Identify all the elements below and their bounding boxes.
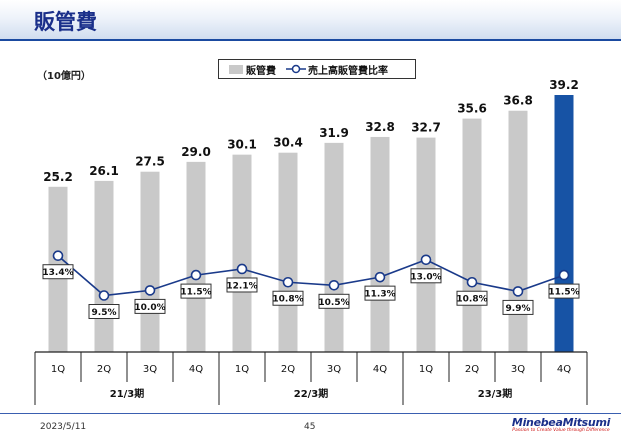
ratio-point-2 — [98, 290, 110, 301]
title-divider — [0, 39, 621, 41]
x-tick-label-9: 1Q — [419, 364, 433, 375]
footer-date: 2023/5/11 — [40, 422, 87, 432]
bar-value-label-11: 36.8 — [503, 94, 533, 108]
chart-legend: 販管費 売上高販管費比率 — [218, 59, 416, 79]
x-tick-label-11: 3Q — [511, 364, 525, 375]
bar-3 — [140, 171, 160, 352]
ratio-label-11: 9.9% — [506, 304, 531, 314]
x-tick-label-6: 2Q — [281, 364, 295, 375]
bar-value-label-5: 30.1 — [227, 138, 257, 152]
unit-label: （10億円） — [37, 71, 91, 82]
ratio-label-box-8 — [364, 285, 396, 301]
ratio-point-6 — [282, 276, 294, 288]
ratio-label-box-7 — [318, 293, 350, 309]
bar-value-label-9: 32.7 — [411, 121, 441, 135]
x-group-label-2: 22/3期 — [294, 387, 329, 400]
x-tick-label-4: 4Q — [189, 364, 203, 375]
ratio-label-box-11 — [502, 299, 534, 315]
x-tick-label-2: 2Q — [97, 364, 111, 375]
ratio-point-9 — [420, 254, 432, 266]
ratio-label-9: 13.0% — [410, 272, 441, 282]
ratio-label-3: 10.0% — [134, 303, 165, 313]
ratio-point-5 — [236, 263, 248, 275]
x-tick-label-7: 3Q — [327, 364, 341, 375]
ratio-label-box-1 — [42, 264, 74, 280]
x-group-label-1: 21/3期 — [110, 387, 145, 400]
legend-item-bar: 販管費 — [229, 62, 276, 77]
page-number: 45 — [304, 422, 316, 432]
bar-value-label-8: 32.8 — [365, 120, 395, 134]
ratio-label-box-5 — [226, 277, 258, 293]
ratio-label-box-12 — [548, 283, 580, 299]
x-tick-label-10: 2Q — [465, 364, 479, 375]
ratio-point-10 — [466, 276, 478, 288]
ratio-label-box-10 — [456, 290, 488, 306]
bar-value-label-2: 26.1 — [89, 164, 119, 178]
ratio-label-box-6 — [272, 290, 304, 306]
legend-bar-label: 販管費 — [246, 65, 276, 77]
bar-value-label-10: 35.6 — [457, 102, 487, 116]
bar-5 — [232, 154, 252, 352]
legend-line-swatch — [286, 64, 306, 74]
ratio-label-box-2 — [88, 304, 120, 319]
ratio-label-6: 10.8% — [272, 295, 303, 305]
bar-2 — [94, 180, 114, 352]
ratio-point-8 — [374, 271, 386, 283]
company-logo: MinebeaMitsumi Passion to Create Value t… — [507, 416, 615, 433]
legend-line-label: 売上高販管費比率 — [308, 65, 388, 77]
x-tick-label-1: 1Q — [51, 364, 65, 375]
bar-7 — [324, 142, 344, 352]
bar-8 — [370, 136, 390, 352]
sga-chart: 25.2 26.1 27.5 29.0 30.1 30.4 31.9 32.8 32.7 35.6… — [34, 78, 588, 405]
bar-value-label-1: 25.2 — [43, 170, 73, 184]
ratio-point-4 — [190, 269, 202, 281]
bar-value-label-7: 31.9 — [319, 126, 349, 140]
bar-10 — [462, 118, 482, 352]
bar-value-label-6: 30.4 — [273, 136, 303, 150]
ratio-label-2: 9.5% — [92, 308, 117, 318]
ratio-label-box-9 — [410, 268, 442, 284]
bar-12 — [554, 95, 574, 352]
ratio-label-12: 11.5% — [548, 288, 579, 298]
ratio-label-10: 10.8% — [456, 295, 487, 305]
legend-bar-swatch — [229, 64, 243, 74]
logo-name: MinebeaMitsumi — [511, 416, 611, 429]
x-tick-label-12: 4Q — [557, 364, 571, 375]
ratio-point-11 — [512, 286, 524, 297]
ratio-label-8: 11.3% — [364, 290, 395, 300]
footer-divider — [0, 413, 621, 414]
bar-6 — [278, 152, 298, 352]
title-band — [0, 0, 621, 40]
ratio-line — [57, 255, 565, 297]
ratio-point-7 — [328, 279, 340, 291]
ratio-point-3 — [144, 285, 156, 296]
x-tick-label-5: 1Q — [235, 364, 249, 375]
bar-4 — [186, 161, 206, 352]
x-tick-label-8: 4Q — [373, 364, 387, 375]
ratio-label-4: 11.5% — [180, 288, 211, 298]
ratio-point-1 — [52, 250, 64, 262]
bar-value-label-4: 29.0 — [181, 145, 211, 159]
ratio-point-12 — [558, 269, 570, 281]
ratio-label-box-4 — [180, 283, 212, 299]
ratio-label-box-3 — [134, 298, 166, 314]
x-tick-label-3: 3Q — [143, 364, 157, 375]
bar-value-label-3: 27.5 — [135, 155, 165, 169]
bar-9 — [416, 137, 436, 352]
bar-value-label-12: 39.2 — [549, 78, 579, 92]
legend-item-line: 売上高販管費比率 — [286, 62, 388, 77]
bar-11 — [508, 110, 528, 352]
ratio-label-1: 13.4% — [42, 268, 73, 278]
logo-tagline: Passion to Create Value through Differen… — [512, 428, 610, 433]
x-group-label-3: 23/3期 — [478, 387, 513, 400]
page-title: 販管費 — [34, 10, 97, 34]
ratio-label-7: 10.5% — [318, 298, 349, 308]
ratio-label-5: 12.1% — [226, 281, 257, 291]
